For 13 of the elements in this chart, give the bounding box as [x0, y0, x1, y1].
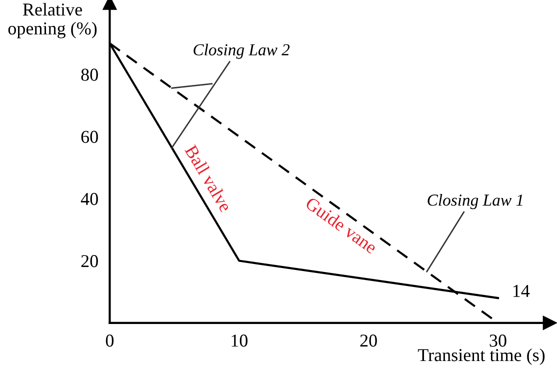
x-tick-label: 20: [360, 334, 377, 347]
annotation: 14: [513, 284, 530, 297]
y-tick-label: 80: [81, 68, 98, 81]
annotation: Closing Law 2: [194, 44, 290, 59]
x-tick-label: 10: [232, 334, 248, 347]
y-tick-label: 20: [81, 255, 98, 268]
y-axis-title: Relative opening (%): [8, 2, 97, 38]
y-tick-label: 60: [81, 130, 98, 143]
y-tick-label: 40: [80, 192, 98, 206]
annotation: Closing Law 1: [428, 194, 522, 210]
x-tick-label: 30: [490, 334, 506, 347]
x-tick-label: 0: [106, 334, 114, 347]
x-axis-title: Transient time (s): [418, 348, 545, 365]
